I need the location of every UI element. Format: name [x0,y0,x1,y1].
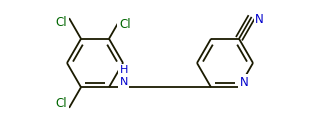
Text: Cl: Cl [55,97,67,110]
Text: H
N: H N [120,65,128,87]
Text: N: N [239,76,248,89]
Text: Cl: Cl [55,16,67,29]
Text: N: N [255,13,264,26]
Text: Cl: Cl [119,18,131,31]
